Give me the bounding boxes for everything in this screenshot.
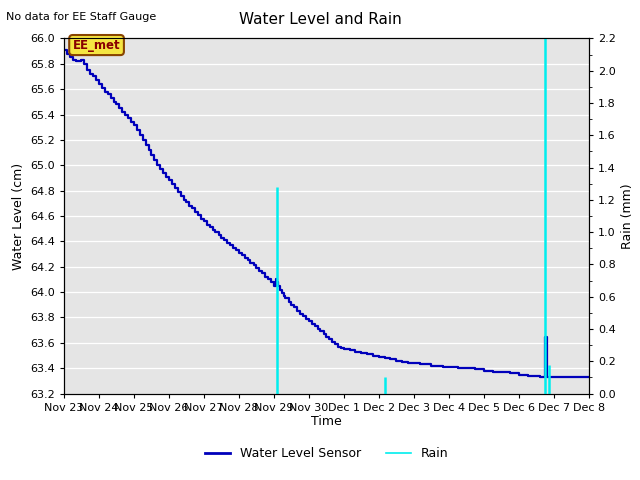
Water Level Sensor — [89, 73, 97, 79]
X-axis label: Time: Time — [311, 415, 342, 429]
Water Level Sensor — [541, 334, 549, 339]
Y-axis label: Water Level (cm): Water Level (cm) — [12, 162, 24, 270]
Water Level Sensor — [515, 372, 523, 377]
Water Level Sensor — [585, 374, 593, 380]
Water Level Sensor — [320, 331, 328, 337]
Text: EE_met: EE_met — [73, 38, 120, 51]
Water Level Sensor — [296, 311, 304, 317]
Line: Water Level Sensor: Water Level Sensor — [64, 50, 589, 377]
Water Level Sensor — [308, 321, 316, 327]
Water Level Sensor — [536, 374, 543, 380]
Legend: Water Level Sensor, Rain: Water Level Sensor, Rain — [200, 443, 453, 466]
Water Level Sensor — [60, 47, 68, 53]
Y-axis label: Rain (mm): Rain (mm) — [621, 183, 634, 249]
Text: Water Level and Rain: Water Level and Rain — [239, 12, 401, 27]
Text: No data for EE Staff Gauge: No data for EE Staff Gauge — [6, 12, 157, 22]
